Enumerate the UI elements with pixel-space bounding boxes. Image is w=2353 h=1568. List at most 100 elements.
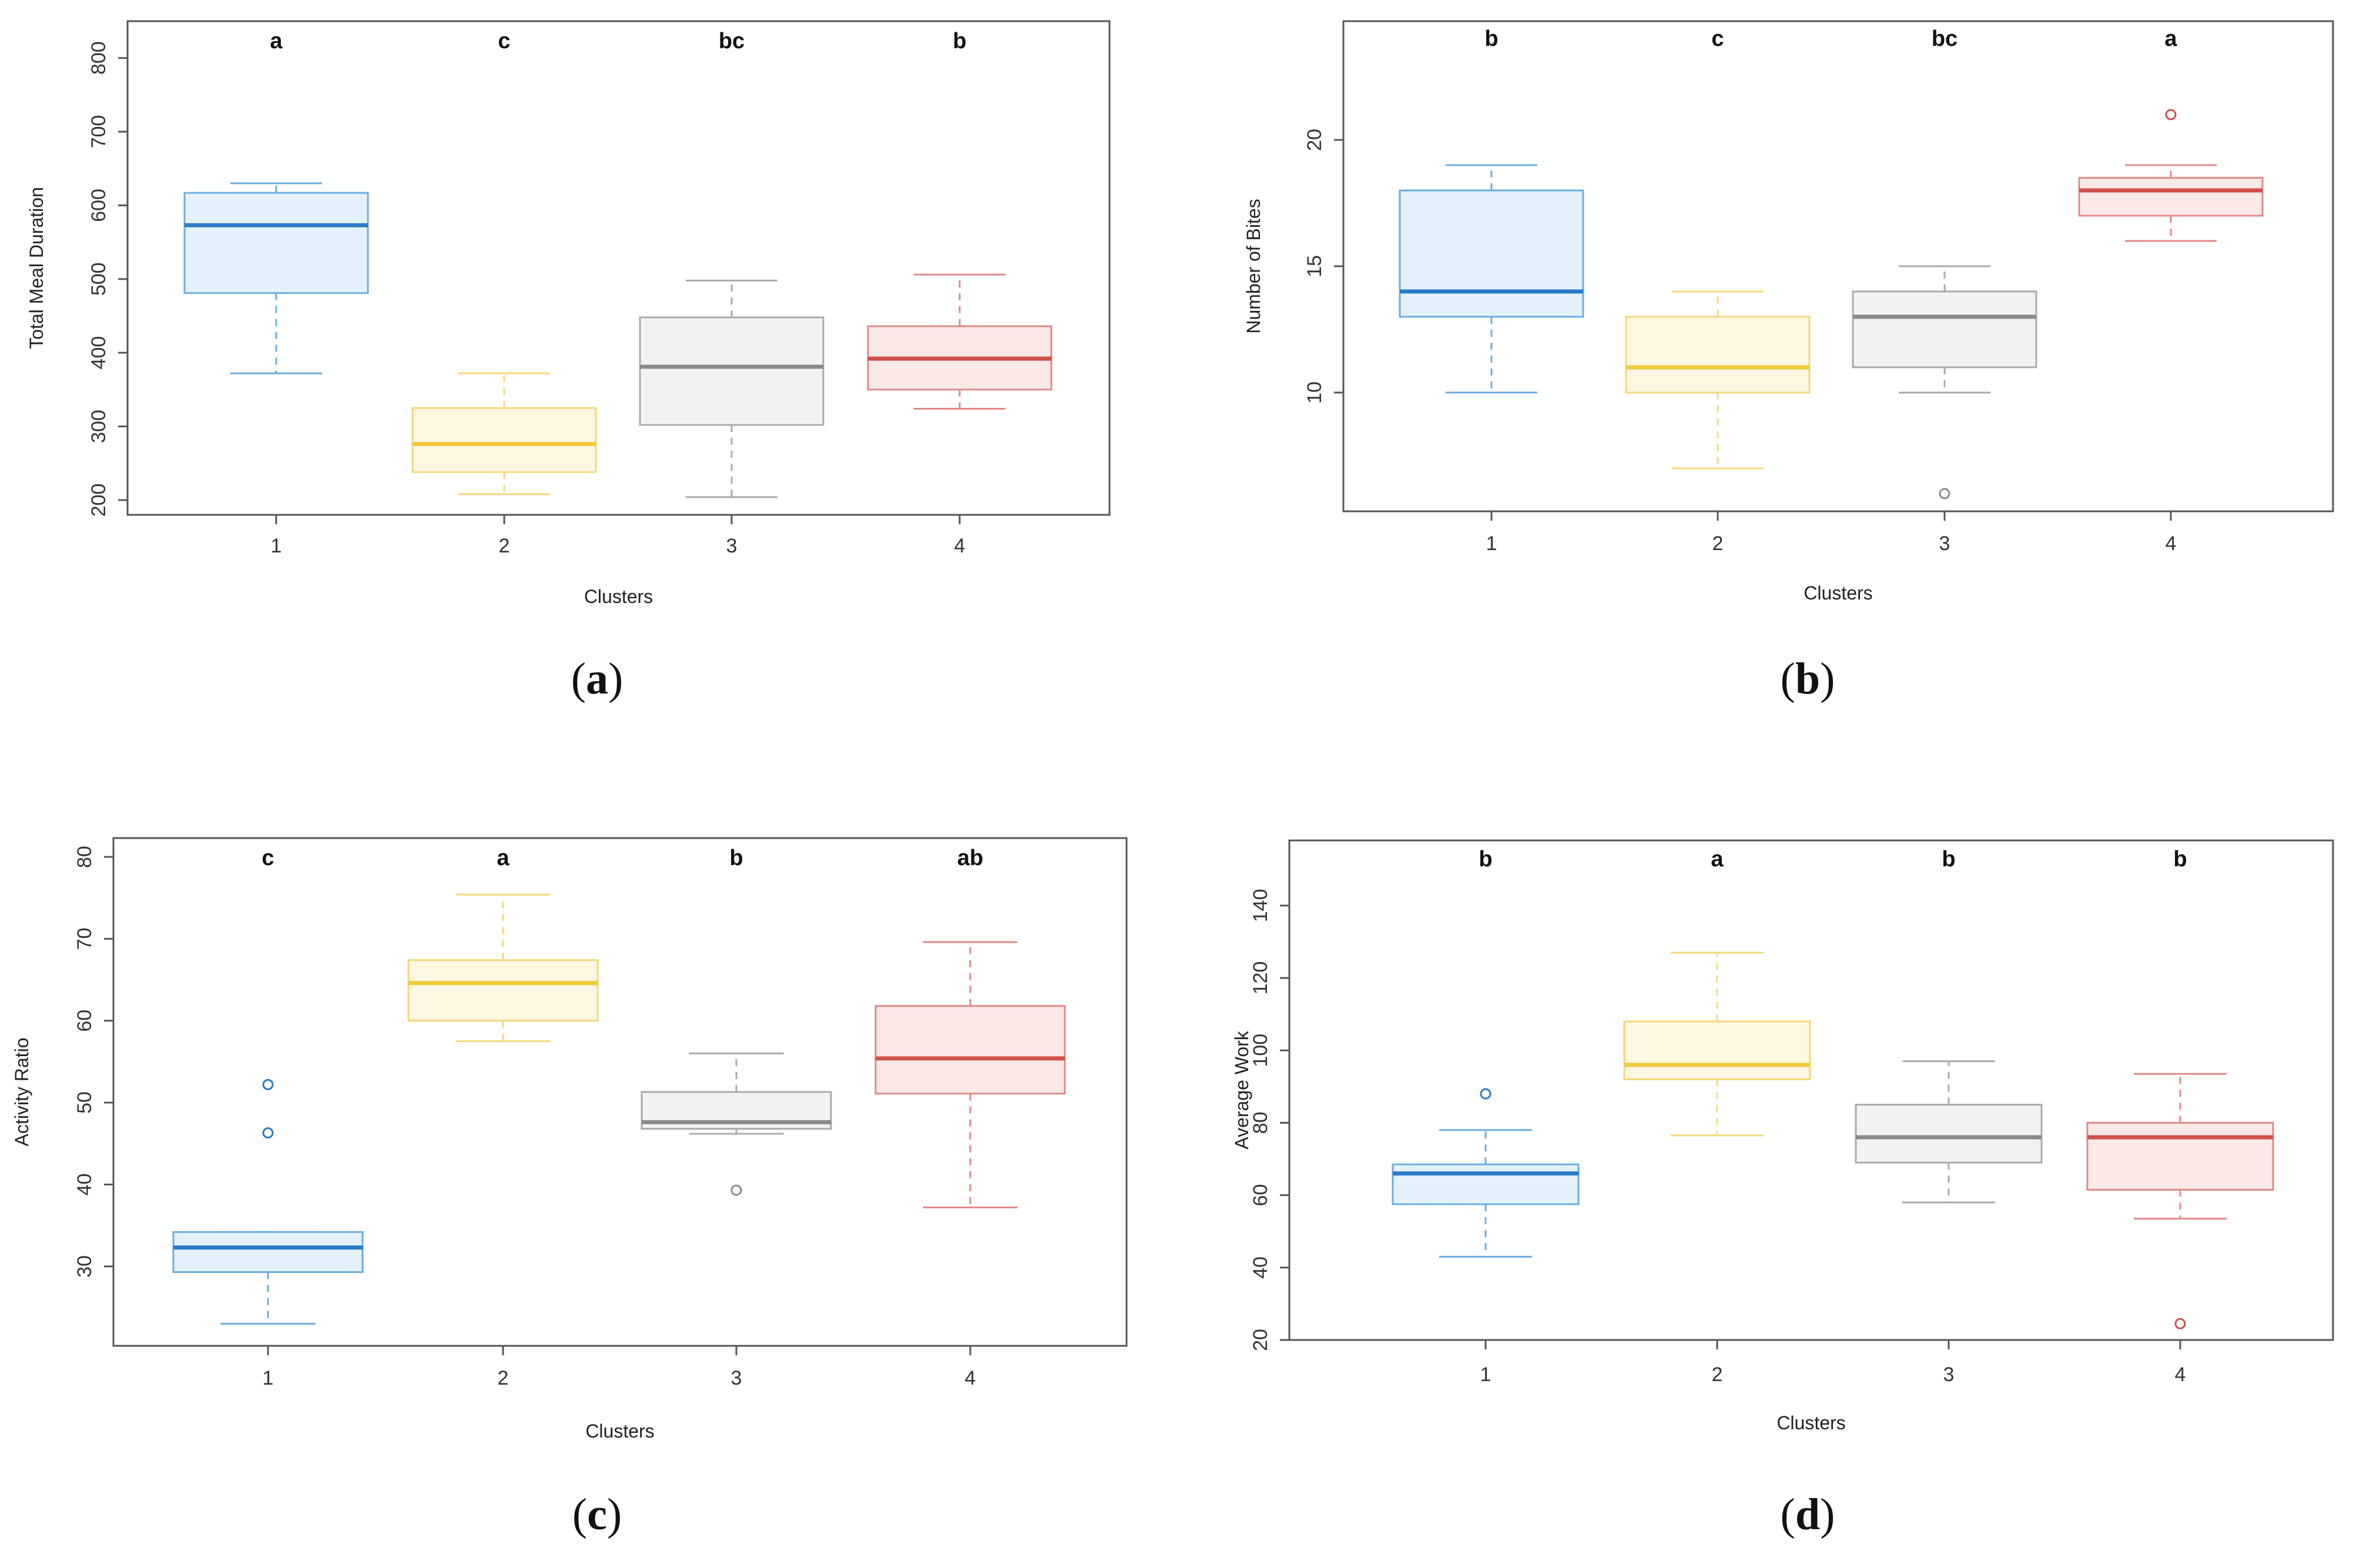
significance-letter: a — [2164, 26, 2177, 51]
panel-caption: (a) — [571, 654, 624, 703]
y-tick-label: 70 — [73, 927, 96, 950]
significance-letter: c — [498, 29, 510, 53]
iqr-box — [1855, 1104, 2043, 1164]
iqr-box — [639, 316, 824, 426]
plot-frame — [126, 20, 1111, 516]
box-cluster-1 — [1399, 164, 1584, 394]
x-tick-label: 3 — [1943, 1363, 1955, 1386]
x-tick-label: 4 — [954, 535, 966, 557]
plot-frame — [112, 837, 1128, 1347]
significance-letter: b — [953, 29, 966, 53]
box-cluster-4 — [2086, 1073, 2274, 1329]
significance-letter: a — [270, 29, 283, 53]
y-tick-label: 10 — [1303, 381, 1326, 404]
outlier-point — [262, 1078, 274, 1090]
y-tick-label: 20 — [1249, 1329, 1272, 1351]
significance-letter: b — [729, 846, 743, 870]
box-cluster-4 — [867, 273, 1053, 410]
significance-letter: ab — [957, 846, 983, 870]
iqr-box — [1852, 290, 2037, 368]
y-tick-label: 140 — [1249, 889, 1272, 923]
y-tick-label: 30 — [73, 1255, 96, 1278]
x-axis-label: Clusters — [585, 1420, 654, 1442]
significance-letter: a — [497, 846, 510, 870]
significance-letter: b — [1942, 847, 1955, 872]
iqr-box — [1399, 189, 1584, 318]
y-axis-label: Average Work — [1231, 1030, 1252, 1150]
y-tick-label: 50 — [73, 1091, 96, 1114]
x-tick-label: 2 — [498, 1367, 509, 1389]
significance-letter: bc — [719, 29, 745, 53]
iqr-box — [172, 1231, 364, 1274]
chart-panel-b: 10 15 20 Number of Bites Clusters 1 b 2 c 3 bc 4 a (b… — [1243, 20, 2334, 703]
y-tick-label: 600 — [88, 189, 110, 222]
x-tick-label: 1 — [271, 535, 282, 557]
y-tick-label: 15 — [1303, 255, 1326, 277]
outlier-point — [1939, 488, 1950, 500]
x-tick-label: 2 — [499, 535, 510, 557]
x-tick-label: 3 — [1939, 532, 1950, 555]
box-cluster-4 — [2078, 109, 2264, 242]
panel-caption: (d) — [1781, 1490, 1835, 1539]
significance-letter: c — [1711, 26, 1724, 51]
box-cluster-1 — [183, 182, 369, 374]
iqr-box — [407, 959, 599, 1022]
y-tick-label: 40 — [73, 1174, 96, 1196]
y-tick-label: 200 — [88, 484, 110, 517]
significance-letter: a — [1711, 847, 1724, 872]
outlier-point — [2174, 1318, 2186, 1329]
outlier-point — [2165, 109, 2177, 120]
x-tick-label: 2 — [1712, 532, 1724, 555]
x-tick-label: 3 — [726, 535, 738, 557]
y-tick-label: 40 — [1249, 1257, 1272, 1279]
chart-panel-c: 30 40 50 60 70 80 Activity Ratio Clusters 1 c 2 a 3 b… — [11, 837, 1128, 1539]
x-tick-label: 4 — [2166, 532, 2177, 555]
x-tick-label: 2 — [1712, 1363, 1723, 1386]
box-cluster-1 — [172, 1078, 364, 1325]
x-tick-label: 3 — [731, 1367, 742, 1389]
y-tick-label: 120 — [1249, 961, 1272, 995]
box-cluster-3 — [1852, 265, 2037, 500]
significance-letter: bc — [1932, 26, 1958, 51]
x-tick-label: 1 — [263, 1367, 274, 1389]
iqr-box — [1392, 1163, 1580, 1205]
significance-letter: b — [1479, 847, 1492, 872]
box-cluster-2 — [411, 372, 597, 495]
iqr-box — [411, 407, 597, 473]
box-cluster-3 — [641, 1053, 832, 1196]
chart-panel-a: 200 300 400 500 600 700 800 Total Meal Duration… — [26, 20, 1111, 703]
iqr-box — [1625, 316, 1811, 394]
y-tick-label: 20 — [1303, 129, 1326, 151]
box-cluster-2 — [407, 893, 599, 1043]
iqr-box — [874, 1005, 1066, 1095]
x-tick-label: 1 — [1486, 532, 1497, 555]
x-axis-label: Clusters — [1804, 582, 1872, 604]
y-tick-label: 400 — [88, 336, 110, 370]
y-tick-label: 80 — [73, 846, 96, 868]
y-tick-label: 100 — [1249, 1034, 1272, 1067]
y-axis-label: Activity Ratio — [11, 1038, 32, 1147]
y-tick-label: 700 — [88, 115, 110, 149]
y-tick-label: 500 — [88, 262, 110, 296]
iqr-box — [183, 192, 369, 294]
panel-caption: (b) — [1781, 654, 1835, 703]
significance-letter: b — [1484, 26, 1498, 51]
x-axis-label: Clusters — [584, 586, 653, 607]
significance-letter: b — [2173, 847, 2187, 872]
panel-caption: (c) — [572, 1490, 622, 1539]
box-cluster-1 — [1392, 1088, 1580, 1258]
y-axis-label: Number of Bites — [1243, 199, 1264, 333]
iqr-box — [2078, 177, 2264, 217]
iqr-box — [2086, 1121, 2274, 1191]
outlier-point — [730, 1184, 742, 1196]
outlier-point — [262, 1127, 274, 1139]
y-tick-label: 800 — [88, 41, 110, 75]
chart-panel-d: 20 40 60 80 100 120 140 Average Work Clusters 1 b 2… — [1231, 839, 2334, 1539]
box-cluster-2 — [1623, 951, 1811, 1137]
box-cluster-3 — [1855, 1060, 2043, 1204]
y-tick-label: 60 — [1249, 1184, 1272, 1207]
x-tick-label: 1 — [1480, 1363, 1491, 1386]
y-axis-label: Total Meal Duration — [26, 187, 47, 349]
x-axis-label: Clusters — [1777, 1412, 1845, 1433]
